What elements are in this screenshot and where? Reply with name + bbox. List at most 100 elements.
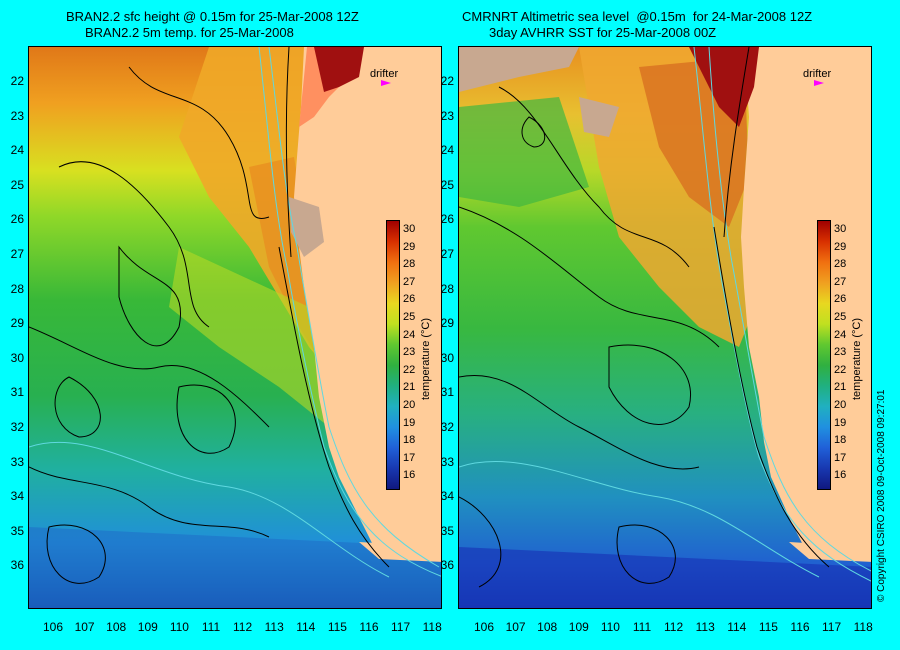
colorbar-tick-label: 25 (403, 311, 416, 323)
left-title-line2: BRAN2.2 5m temp. for 25-Mar-2008 (85, 25, 294, 40)
y-axis-label: 28 (10, 281, 24, 296)
y-axis-label: 22 (10, 74, 24, 88)
colorbar-tick-label: 26 (403, 293, 416, 306)
x-axis-label: 108 (537, 620, 558, 634)
colorbar-tick-label: 29 (403, 240, 416, 253)
y-axis-label: 31 (10, 385, 24, 400)
y-axis-label: 34 (10, 489, 24, 504)
y-axis-label: 33 (440, 454, 454, 469)
y-axis-label: 22 (440, 74, 454, 88)
x-axis-label: 106 (473, 620, 495, 634)
y-axis-label: 30 (10, 350, 24, 365)
colorbar-tick-label: 30 (403, 223, 416, 235)
colorbar-tick-label: 21 (834, 381, 847, 394)
colorbar-right-title: temperature (°C) (851, 317, 863, 400)
drifter-label-left: drifter (370, 68, 399, 80)
copyright-notice: © Copyright CSIRO 2008 09-Oct-2008 09:27… (876, 389, 887, 603)
y-axis-label: 27 (10, 247, 24, 261)
colorbar-tick-label: 18 (834, 434, 847, 447)
y-axis-label: 36 (10, 558, 24, 573)
y-axis-label: 29 (10, 316, 24, 331)
colorbar-tick-label: 20 (834, 399, 847, 411)
x-axis-label: 113 (695, 620, 715, 634)
y-axis-label: 31 (440, 385, 454, 400)
colorbar-tick-label: 20 (403, 399, 416, 411)
right-title-line2: 3day AVHRR SST for 25-Mar-2008 00Z (489, 25, 717, 40)
x-axis-label: 111 (632, 620, 652, 634)
colorbar-tick-label: 19 (403, 416, 416, 429)
colorbar-tick-label: 23 (403, 346, 416, 359)
y-axis-label: 26 (440, 212, 454, 227)
y-axis-label: 32 (440, 420, 454, 434)
x-axis-label: 116 (790, 620, 810, 634)
x-axis-label: 110 (169, 620, 189, 634)
y-axis-label: 35 (10, 523, 24, 538)
x-axis-label: 114 (727, 620, 747, 634)
colorbar-right (817, 220, 831, 490)
x-axis-label: 115 (758, 620, 778, 634)
x-axis-label: 109 (137, 620, 158, 634)
colorbar-tick-label: 24 (834, 328, 847, 341)
y-axis-label: 27 (440, 247, 454, 261)
y-axis-label: 25 (10, 177, 24, 192)
x-axis-label: 117 (391, 620, 411, 634)
colorbar-tick-label: 18 (403, 434, 416, 447)
y-axis-label: 36 (440, 558, 454, 573)
colorbar-tick-label: 17 (403, 451, 416, 464)
colorbar-tick-label: 22 (834, 363, 847, 376)
x-axis-label: 114 (296, 620, 316, 634)
y-axis-label: 24 (10, 143, 24, 158)
x-axis-label: 117 (822, 620, 842, 634)
colorbar-tick-label: 21 (403, 381, 416, 394)
x-axis-label: 106 (42, 620, 64, 634)
colorbar-tick-label: 27 (403, 275, 416, 288)
x-axis-label: 112 (233, 620, 253, 634)
y-axis-label: 25 (440, 177, 454, 192)
drifter-label-right: drifter (803, 68, 832, 80)
x-axis-label: 107 (74, 620, 95, 634)
x-axis-label: 115 (327, 620, 347, 634)
drifter-marker-left (381, 80, 391, 86)
x-axis-label: 110 (600, 620, 620, 634)
colorbar-tick-label: 26 (834, 293, 847, 306)
y-axis-label: 24 (440, 143, 454, 158)
colorbar-tick-label: 22 (403, 363, 416, 376)
colorbar-tick-label: 24 (403, 328, 416, 341)
colorbar-tick-label: 25 (834, 311, 847, 323)
x-axis-label: 107 (505, 620, 526, 634)
y-axis-label: 26 (10, 212, 24, 227)
x-axis-label: 118 (853, 620, 873, 634)
y-axis-label: 23 (10, 108, 24, 123)
y-axis-label: 34 (440, 489, 454, 504)
y-axis-label: 35 (440, 523, 454, 538)
left-title-line1: BRAN2.2 sfc height @ 0.15m for 25-Mar-20… (66, 9, 359, 24)
y-axis-label: 23 (440, 108, 454, 123)
y-axis-label: 30 (440, 350, 454, 365)
colorbar-tick-label: 27 (834, 275, 847, 288)
x-axis-label: 113 (264, 620, 284, 634)
land (294, 47, 441, 557)
x-axis-label: 108 (106, 620, 127, 634)
colorbar-tick-label: 28 (403, 258, 416, 271)
colorbar-tick-label: 28 (834, 258, 847, 271)
drifter-marker-right (814, 80, 824, 86)
colorbar-tick-label: 29 (834, 240, 847, 253)
colorbar-tick-label: 19 (834, 416, 847, 429)
colorbar-tick-label: 16 (834, 469, 847, 482)
y-axis-label: 33 (10, 454, 24, 469)
colorbar-tick-label: 16 (403, 469, 416, 482)
y-axis-label: 29 (440, 316, 454, 331)
x-axis-label: 116 (359, 620, 379, 634)
colorbar-tick-label: 23 (834, 346, 847, 359)
y-axis-label: 32 (10, 420, 24, 434)
left-sst-map (28, 46, 442, 609)
colorbar-tick-label: 17 (834, 451, 847, 464)
x-axis-label: 109 (568, 620, 589, 634)
colorbar-left (386, 220, 400, 490)
x-axis-label: 111 (201, 620, 221, 634)
colorbar-tick-label: 30 (834, 223, 847, 235)
x-axis-label: 118 (422, 620, 442, 634)
x-axis-label: 112 (664, 620, 684, 634)
land (741, 47, 871, 557)
right-title-line1: CMRNRT Altimetric sea level @0.15m for 2… (462, 9, 813, 24)
